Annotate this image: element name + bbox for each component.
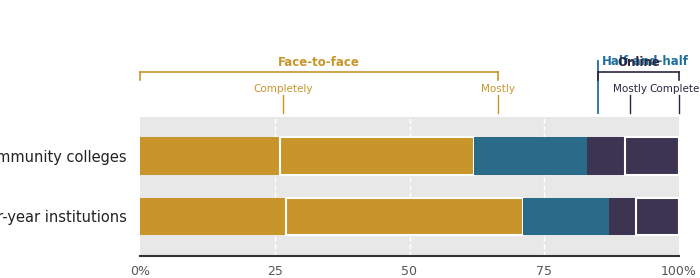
Bar [140,137,280,175]
Bar [280,137,474,175]
Text: Completely: Completely [253,84,313,94]
Bar [286,198,523,235]
Text: Online: Online [617,56,660,70]
Bar [636,198,679,235]
Text: Completely: Completely [650,84,700,94]
Bar [609,198,636,235]
Bar [523,198,609,235]
Text: Half-and-half: Half-and-half [601,55,689,68]
Bar [140,198,286,235]
Text: Mostly: Mostly [613,84,648,94]
Text: Mostly: Mostly [482,84,515,94]
Text: Face-to-face: Face-to-face [279,56,360,70]
Bar [625,137,679,175]
Bar [474,137,587,175]
Bar [587,137,625,175]
